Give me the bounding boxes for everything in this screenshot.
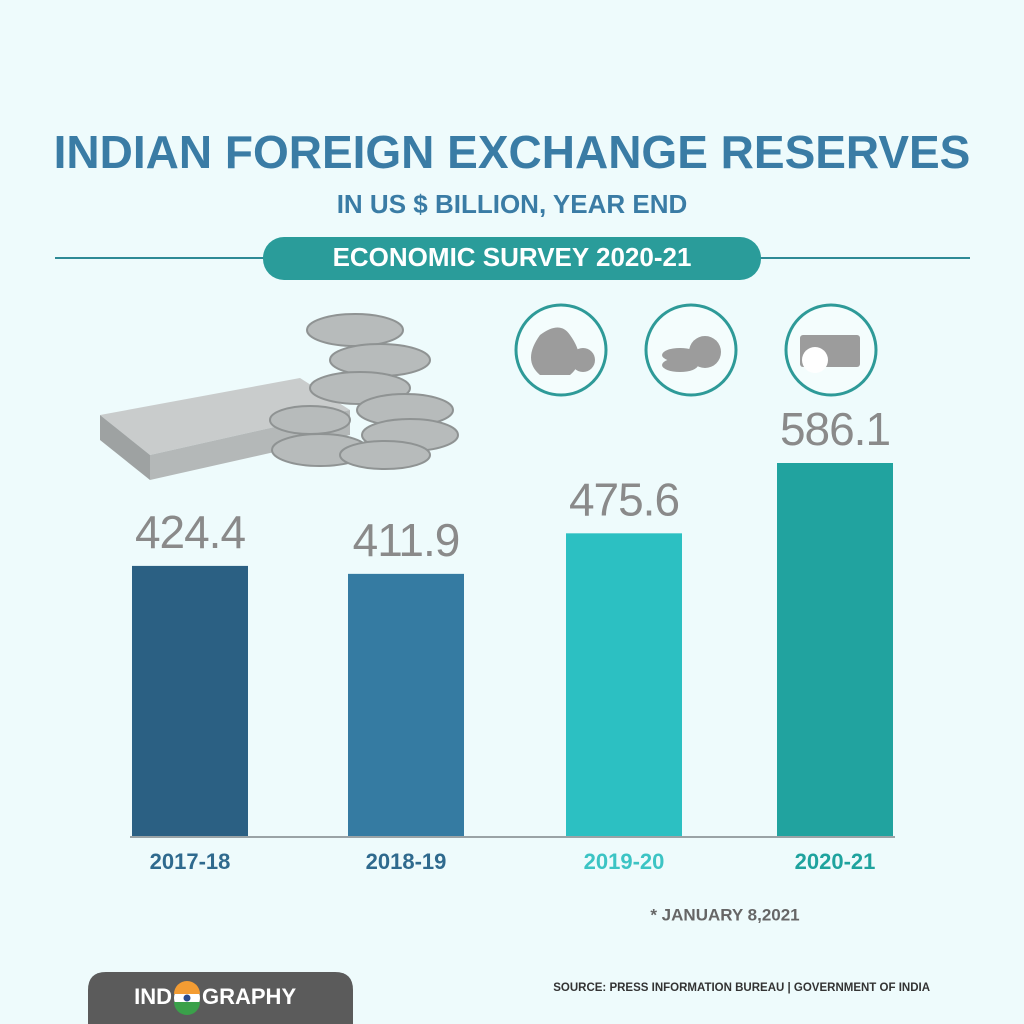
bar — [777, 463, 893, 836]
value-label: 586.1 — [780, 403, 890, 455]
x-tick-label: 2018-19 — [366, 849, 447, 874]
bar — [132, 565, 248, 836]
money-illustration — [100, 313, 459, 480]
x-tick-label: 2020-21 — [795, 849, 876, 874]
chart-subtitle: IN US $ BILLION, YEAR END — [337, 189, 688, 219]
bar — [566, 533, 682, 836]
bar — [348, 573, 464, 836]
note: * JANUARY 8,2021 — [650, 905, 799, 924]
chart-title: INDIAN FOREIGN EXCHANGE RESERVES — [54, 126, 971, 178]
icons — [514, 303, 878, 397]
value-label: 424.4 — [135, 506, 246, 558]
brand-tab — [88, 972, 353, 1024]
plot: 424.4 2017-18 411.9 2018-19 475.6 2019-20 586.… — [132, 403, 893, 874]
brand-left: IND — [134, 984, 172, 1009]
source: SOURCE: PRESS INFORMATION BUREAU | GOVER… — [553, 982, 930, 994]
brand-right: GRAPHY — [202, 984, 296, 1009]
badge: ECONOMIC SURVEY 2020-21 — [333, 242, 692, 272]
brand-emblem — [174, 981, 200, 1015]
x-tick-label: 2019-20 — [584, 849, 665, 874]
value-label: 475.6 — [569, 473, 679, 525]
x-tick-label: 2017-18 — [150, 849, 231, 874]
value-label: 411.9 — [353, 514, 460, 566]
badge-bg — [263, 237, 761, 280]
